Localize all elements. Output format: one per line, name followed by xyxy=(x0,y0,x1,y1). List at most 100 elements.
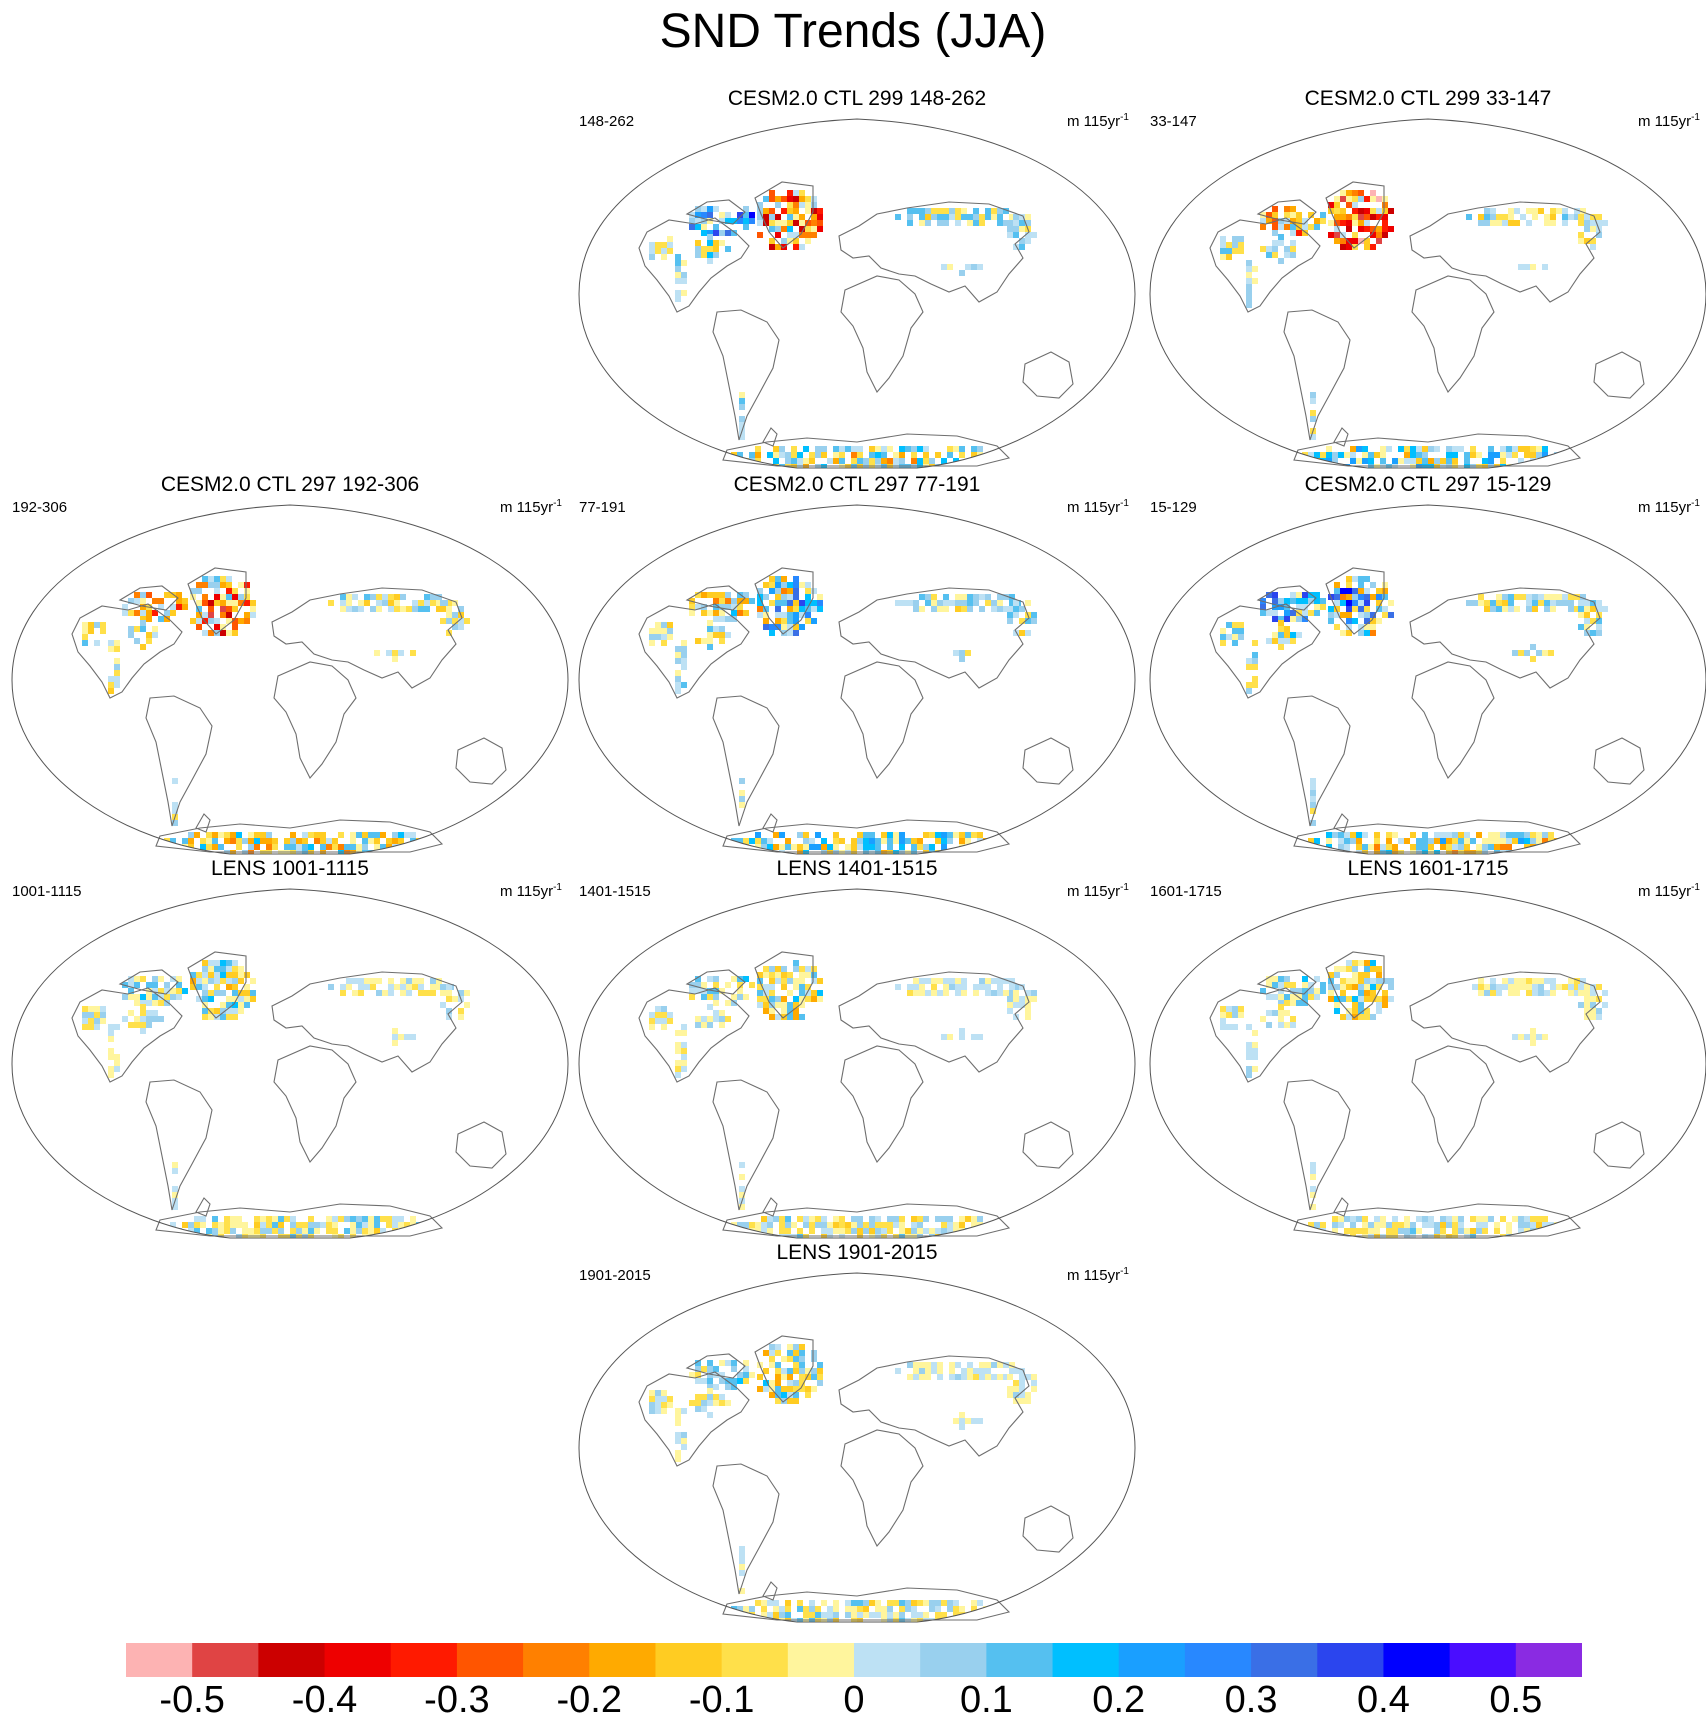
trend-cell xyxy=(308,1216,314,1222)
trend-cell xyxy=(358,600,364,606)
trend-cell xyxy=(763,196,769,202)
trend-cell xyxy=(332,844,338,850)
trend-cell xyxy=(164,592,170,598)
trend-cell xyxy=(260,1228,266,1234)
trend-cell xyxy=(370,978,376,984)
trend-cell xyxy=(1472,600,1478,606)
trend-cell xyxy=(1350,838,1356,844)
coastline-australia xyxy=(455,1121,507,1169)
trend-cell xyxy=(959,1618,965,1622)
coastline-australia xyxy=(1022,351,1074,399)
trend-cell xyxy=(248,1234,254,1238)
trend-cell xyxy=(152,982,158,988)
trend-cell xyxy=(446,606,452,612)
trend-cell xyxy=(1548,458,1554,464)
trend-cell xyxy=(1542,1222,1548,1228)
trend-cell xyxy=(799,1350,805,1356)
trend-cell xyxy=(899,1228,905,1234)
trend-cells xyxy=(649,1344,1037,1622)
trend-cell xyxy=(811,1374,817,1380)
trend-cell xyxy=(937,606,943,612)
colorbar-swatch xyxy=(523,1643,590,1677)
trend-cell xyxy=(158,604,164,610)
trend-cell xyxy=(182,1222,188,1228)
trend-cell xyxy=(1220,634,1226,640)
trend-cell xyxy=(941,1600,947,1606)
trend-cell xyxy=(1350,1228,1356,1234)
trend-cell xyxy=(352,606,358,612)
trend-cell xyxy=(1310,790,1316,796)
trend-cell xyxy=(773,844,779,850)
trend-cell xyxy=(811,1368,817,1374)
trend-cell xyxy=(1266,1010,1272,1016)
trend-cell xyxy=(857,1216,863,1222)
trend-cell xyxy=(1009,594,1015,600)
trend-cell xyxy=(254,844,260,850)
trend-cell xyxy=(857,1612,863,1618)
trend-cell xyxy=(260,1222,266,1228)
coastline-canadian-archipelago xyxy=(685,199,746,225)
trend-cell xyxy=(1346,1014,1352,1020)
trend-cell xyxy=(308,1222,314,1228)
trend-cell xyxy=(1482,464,1488,468)
trend-cell xyxy=(1252,1048,1258,1054)
trend-cell xyxy=(202,972,208,978)
trend-cell xyxy=(1358,600,1364,606)
trend-cell xyxy=(707,230,713,236)
trend-cell xyxy=(1518,458,1524,464)
trend-cell xyxy=(308,1234,314,1238)
trend-cell xyxy=(1476,1222,1482,1228)
trend-cell xyxy=(731,598,737,604)
trend-cell xyxy=(757,972,763,978)
trend-cell xyxy=(1464,832,1470,838)
trend-cell xyxy=(1278,1010,1284,1016)
trend-cell xyxy=(719,240,725,246)
trend-cell xyxy=(857,1600,863,1606)
trend-cell xyxy=(1422,1216,1428,1222)
trend-cell xyxy=(224,838,230,844)
trend-cell xyxy=(913,984,919,990)
trend-cell xyxy=(695,1400,701,1406)
trend-cell xyxy=(769,582,775,588)
trend-cell xyxy=(1272,240,1278,246)
trend-cell xyxy=(1296,988,1302,994)
trend-cell xyxy=(1296,1000,1302,1006)
trend-cell xyxy=(769,1344,775,1350)
trend-cell xyxy=(811,214,817,220)
trend-cell xyxy=(1374,452,1380,458)
trend-cell xyxy=(82,640,88,646)
trend-cell xyxy=(212,844,218,850)
trend-cell xyxy=(793,208,799,214)
trend-cell xyxy=(779,832,785,838)
trend-cell xyxy=(108,1030,114,1036)
trend-cell xyxy=(793,612,799,618)
trend-cell xyxy=(1392,832,1398,838)
trend-cell xyxy=(661,1006,667,1012)
trend-cell xyxy=(781,226,787,232)
panel-title: LENS 1601-1715 xyxy=(1347,857,1509,880)
trend-cell xyxy=(769,214,775,220)
trend-cell xyxy=(799,990,805,996)
trend-cell xyxy=(805,238,811,244)
panel-title: LENS 1901-2015 xyxy=(776,1241,938,1264)
trend-cell xyxy=(943,208,949,214)
trend-cell xyxy=(140,592,146,598)
trend-cell xyxy=(781,1386,787,1392)
trend-cell xyxy=(661,1390,667,1396)
trend-cell xyxy=(895,214,901,220)
trend-cell xyxy=(875,1612,881,1618)
trend-cell xyxy=(961,984,967,990)
trend-cell xyxy=(1272,976,1278,982)
trend-cell xyxy=(1352,960,1358,966)
trend-cell xyxy=(424,990,430,996)
trend-cell xyxy=(681,640,687,646)
trend-cell xyxy=(458,618,464,624)
trend-cell xyxy=(108,1036,114,1042)
trend-cell xyxy=(1320,604,1326,610)
trend-cell xyxy=(338,844,344,850)
trend-cell xyxy=(418,600,424,606)
trend-cell xyxy=(763,1380,769,1386)
trend-cell xyxy=(1019,1398,1025,1404)
trend-cell xyxy=(1013,1002,1019,1008)
trend-cell xyxy=(787,190,793,196)
